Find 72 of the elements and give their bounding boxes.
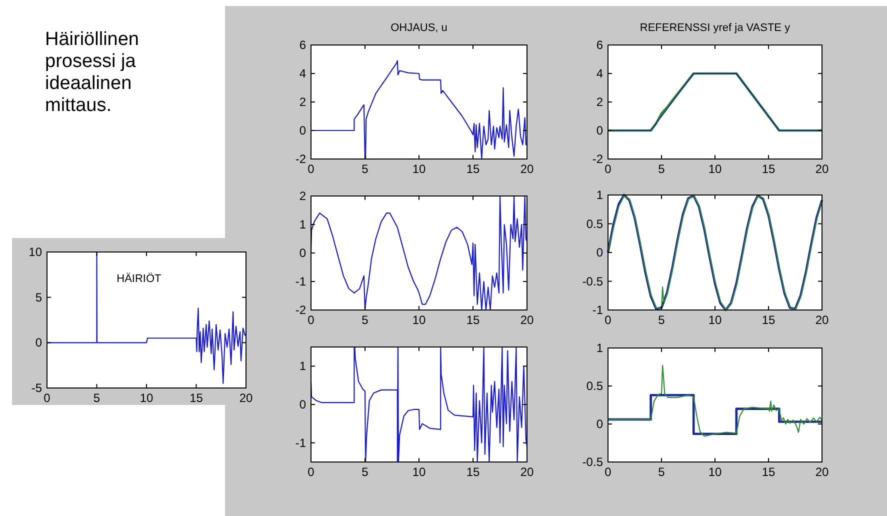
x-tick-label: 0 xyxy=(308,313,315,327)
y-tick-label: 6 xyxy=(299,38,306,52)
x-tick-label: 5 xyxy=(658,313,666,327)
chart-title: REFERENSSI yref ja VASTE y xyxy=(640,22,791,34)
y-tick-label: 0 xyxy=(596,124,604,138)
x-tick-label: 15 xyxy=(466,162,480,176)
y-tick-label: 1 xyxy=(299,218,306,232)
x-tick-label: 10 xyxy=(140,391,154,405)
y-tick-label: 0.5 xyxy=(586,216,604,231)
x-tick-label: 15 xyxy=(762,313,776,327)
y-tick-label: 1 xyxy=(596,341,604,355)
x-tick-label: 10 xyxy=(412,162,426,176)
x-tick-label: 20 xyxy=(520,313,534,327)
y-tick-label: 5 xyxy=(35,290,42,304)
x-tick-label: 10 xyxy=(708,162,722,176)
x-tick-label: 20 xyxy=(815,465,829,479)
y-tick-label: -2 xyxy=(295,303,306,317)
x-tick-label: 10 xyxy=(412,313,426,327)
x-tick-label: 5 xyxy=(658,465,666,479)
y-tick-label: 2 xyxy=(299,189,306,203)
line-series xyxy=(310,195,528,311)
chart-title: OHJAUS, u xyxy=(390,22,448,34)
x-tick-label: 20 xyxy=(520,162,534,176)
x-tick-label: 10 xyxy=(412,465,426,479)
y-tick-label: 2 xyxy=(299,95,306,109)
x-tick-label: 0 xyxy=(44,391,51,405)
x-tick-label: 5 xyxy=(658,162,666,176)
x-tick-label: 5 xyxy=(362,162,369,176)
text: Häiriöllinen prosessi ja ideaalinen mittaus. xyxy=(45,29,139,116)
x-tick-label: 0 xyxy=(604,313,612,327)
y-tick-label: -0.5 xyxy=(582,455,604,469)
y-tick-label: 0 xyxy=(299,246,306,260)
x-tick-label: 15 xyxy=(762,465,776,479)
y-tick-label: 0 xyxy=(35,336,42,350)
x-tick-label: 0 xyxy=(604,162,612,176)
x-tick-label: 15 xyxy=(190,391,204,405)
y-tick-label: -0.5 xyxy=(582,274,604,288)
y-tick-label: -2 xyxy=(592,152,604,166)
y-tick-label: 1 xyxy=(596,188,604,202)
x-tick-label: 10 xyxy=(708,313,722,327)
x-tick-label: 10 xyxy=(708,465,722,479)
y-tick-label: 6 xyxy=(596,38,604,52)
x-tick-label: 5 xyxy=(93,391,100,405)
x-tick-label: 15 xyxy=(466,465,480,479)
x-tick-label: 0 xyxy=(308,465,315,479)
y-tick-label: 0 xyxy=(596,246,604,260)
x-tick-label: 5 xyxy=(362,313,369,327)
x-tick-label: 0 xyxy=(604,465,612,479)
y-tick-label: 2 xyxy=(596,95,604,109)
y-tick-label: 0 xyxy=(596,417,604,431)
x-tick-label: 0 xyxy=(308,162,315,176)
y-tick-label: 4 xyxy=(596,66,604,80)
y-tick-label: 4 xyxy=(299,66,306,80)
line-series xyxy=(607,364,823,437)
annotation: HÄIRIÖT xyxy=(116,272,162,285)
x-tick-label: 20 xyxy=(815,313,829,327)
y-tick-label: -1 xyxy=(295,436,306,450)
x-tick-label: 20 xyxy=(815,162,829,176)
y-tick-label: 0 xyxy=(299,124,306,138)
line-series xyxy=(606,394,824,436)
x-tick-label: 15 xyxy=(762,162,776,176)
x-tick-label: 15 xyxy=(466,313,480,327)
y-tick-label: -1 xyxy=(295,274,306,288)
y-tick-label: 10 xyxy=(28,245,42,259)
x-tick-label: 20 xyxy=(520,465,534,479)
x-tick-label: 20 xyxy=(239,391,253,405)
y-tick-label: -5 xyxy=(31,381,42,395)
y-tick-label: 1 xyxy=(299,359,306,374)
y-tick-label: 0.5 xyxy=(586,379,604,393)
y-tick-label: -2 xyxy=(295,152,306,166)
y-tick-label: -1 xyxy=(592,303,604,317)
x-tick-label: 5 xyxy=(362,465,369,479)
